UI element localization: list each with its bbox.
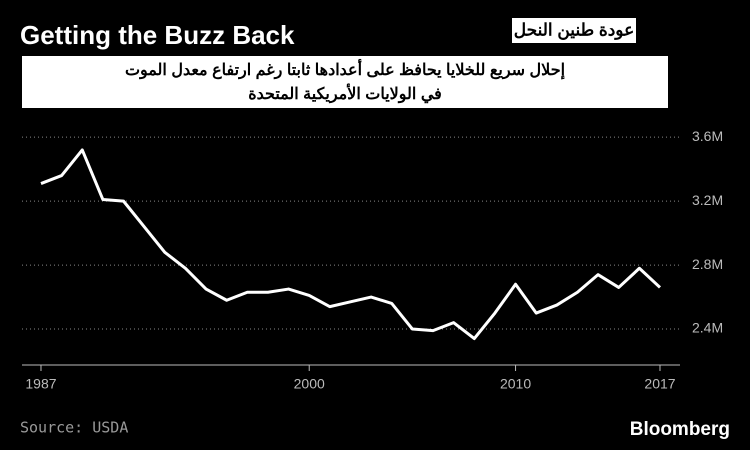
- y-tick-label: 2.4M: [692, 320, 723, 336]
- arabic-subtitle: في الولايات الأمريكية المتحدة: [248, 83, 442, 104]
- source: Source: USDA: [20, 419, 128, 437]
- y-tick-label: 3.6M: [692, 128, 723, 144]
- x-tick-label: 2000: [294, 376, 325, 392]
- y-tick-label: 2.8M: [692, 256, 723, 272]
- arabic-subtitle: إحلال سريع للخلايا يحافظ على أعدادها ثاب…: [125, 58, 565, 80]
- overlay-box: [22, 56, 668, 108]
- y-tick-label: 3.2M: [692, 192, 723, 208]
- chart-title: Getting the Buzz Back: [20, 20, 295, 50]
- brand: Bloomberg: [630, 419, 730, 440]
- line: [40, 148, 662, 341]
- x-tick-label: 2017: [644, 376, 675, 392]
- x-tick-label: 1987: [25, 376, 56, 392]
- arabic-title: عودة طنين النحل: [514, 20, 634, 40]
- x-tick-label: 2010: [500, 376, 531, 392]
- overlay-box: [512, 18, 636, 43]
